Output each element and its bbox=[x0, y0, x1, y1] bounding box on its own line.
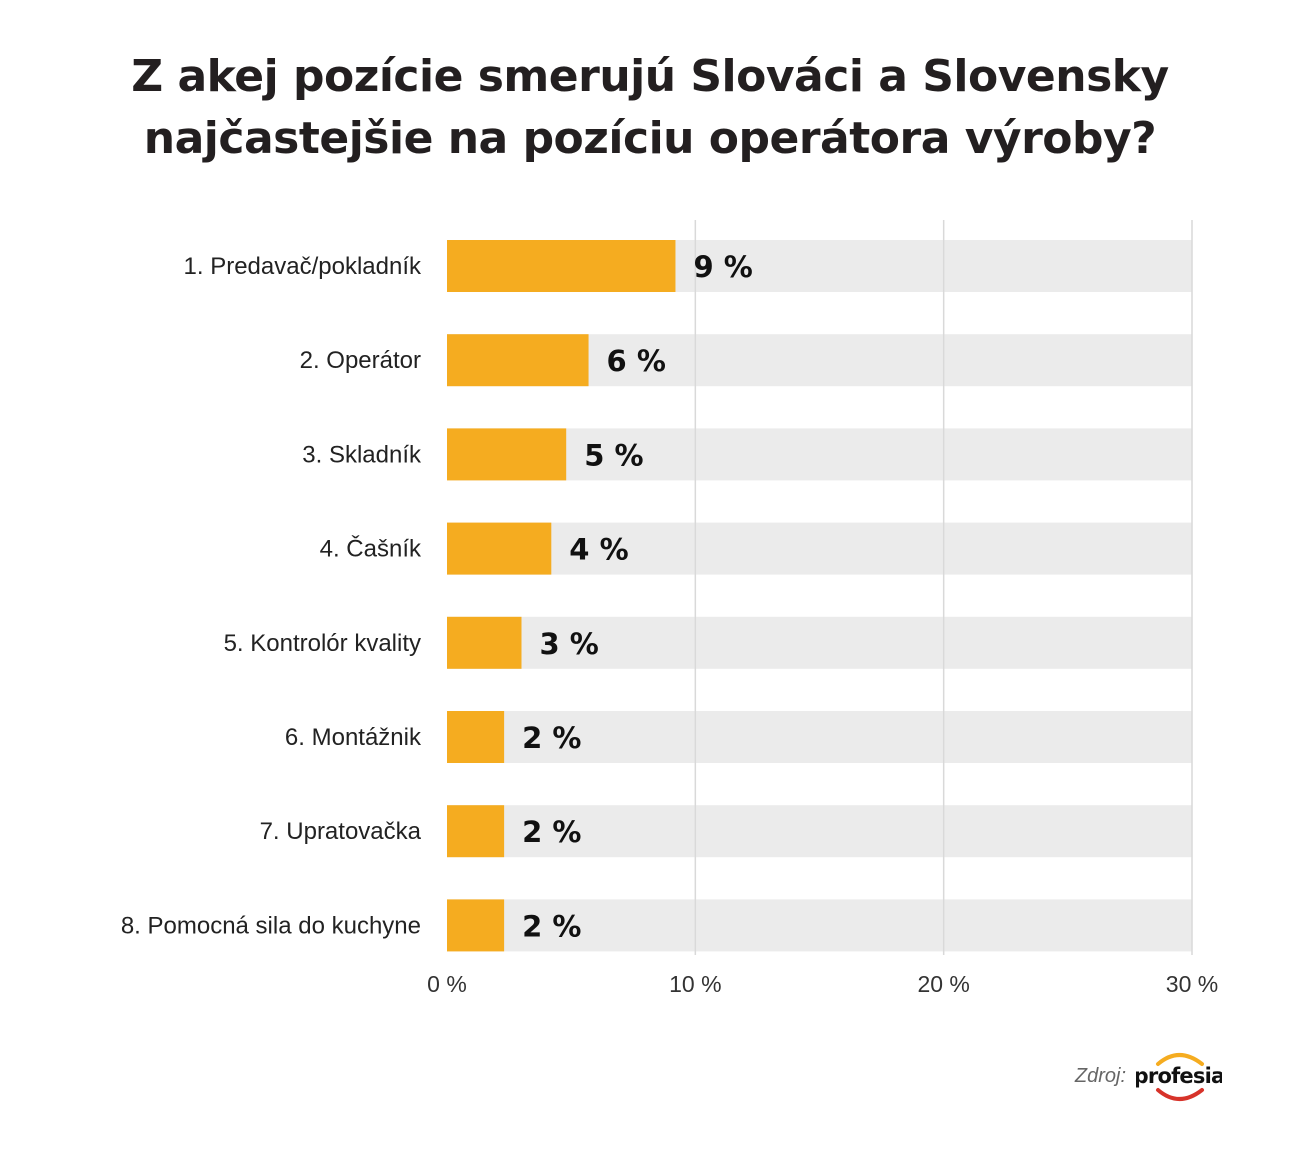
bar bbox=[447, 899, 505, 952]
bar bbox=[447, 334, 589, 387]
source-label: Zdroj: bbox=[1074, 1064, 1126, 1087]
x-tick-label: 0 % bbox=[427, 971, 467, 997]
category-label: 6. Montážnik bbox=[285, 724, 422, 751]
category-label: 3. Skladník bbox=[302, 441, 422, 468]
bar bbox=[447, 616, 522, 669]
chart-title-line-1: Z akej pozície smerujú Slováci a Slovens… bbox=[131, 51, 1169, 102]
value-label: 2 % bbox=[522, 721, 581, 755]
bar-track bbox=[447, 522, 1192, 575]
source-credit: Zdroj: profesia bbox=[1075, 1050, 1222, 1102]
value-label: 2 % bbox=[522, 909, 581, 943]
category-label: 7. Upratovačka bbox=[260, 818, 422, 845]
value-label: 6 % bbox=[607, 344, 666, 378]
value-label: 9 % bbox=[693, 250, 752, 284]
bar bbox=[447, 428, 567, 481]
bar bbox=[447, 711, 505, 763]
category-label: 5. Kontrolór kvality bbox=[224, 630, 421, 657]
logo-text: profesia bbox=[1136, 1064, 1222, 1088]
value-label: 3 % bbox=[540, 627, 599, 661]
bar-track bbox=[447, 805, 1192, 858]
category-label: 2. Operátor bbox=[300, 347, 421, 374]
category-label: 4. Čašník bbox=[320, 535, 422, 563]
x-tick-label: 10 % bbox=[669, 971, 721, 997]
profesia-logo: profesia bbox=[1136, 1050, 1222, 1102]
bar bbox=[447, 522, 552, 575]
x-tick-label: 30 % bbox=[1166, 971, 1218, 997]
chart-title-line-2: najčastejšie na pozíciu operátora výroby… bbox=[143, 113, 1157, 164]
bar-track bbox=[447, 428, 1192, 481]
x-tick-label: 20 % bbox=[917, 971, 969, 997]
category-label: 8. Pomocná sila do kuchyne bbox=[121, 912, 421, 939]
bar-track bbox=[447, 711, 1192, 763]
bar bbox=[447, 240, 676, 292]
value-label: 4 % bbox=[569, 533, 628, 567]
value-label: 5 % bbox=[584, 438, 643, 472]
chart-title: Z akej pozície smerujú Slováci a Slovens… bbox=[0, 46, 1300, 170]
category-label: 1. Predavač/pokladník bbox=[184, 253, 422, 280]
bar-track bbox=[447, 616, 1192, 669]
bar bbox=[447, 805, 505, 858]
value-label: 2 % bbox=[522, 815, 581, 849]
bar-track bbox=[447, 899, 1192, 952]
